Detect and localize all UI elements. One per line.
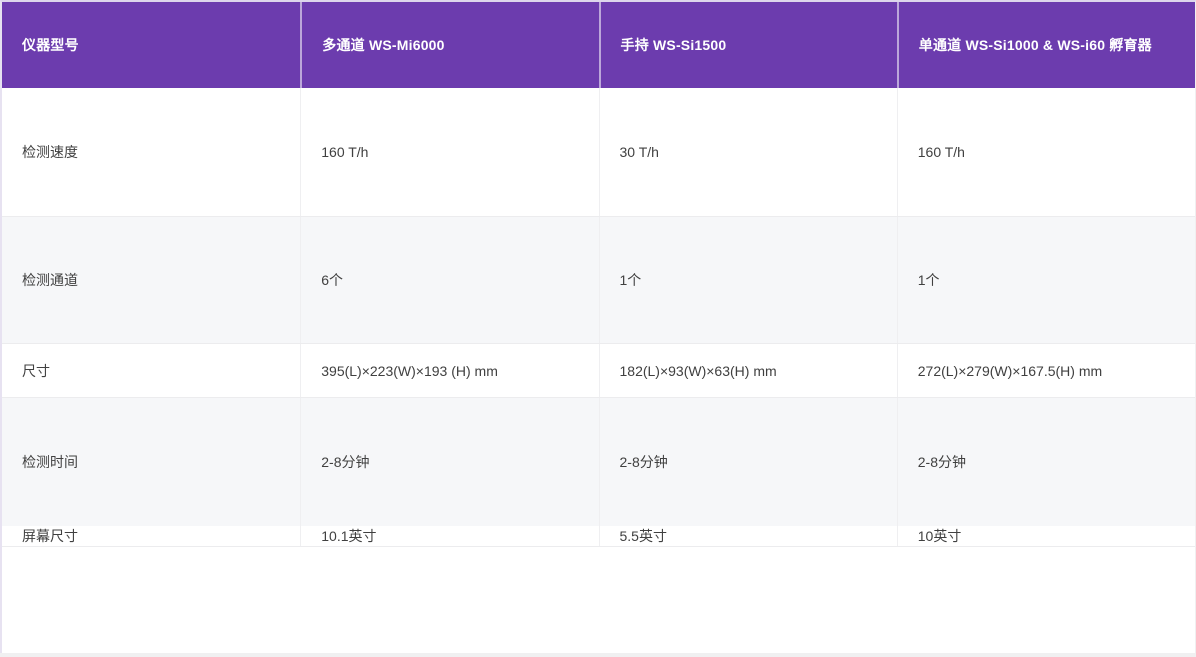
- row-label: 检测速度: [22, 144, 78, 160]
- cell-value: 1个: [598, 217, 897, 343]
- cell-value: 30 T/h: [598, 88, 897, 216]
- row-label: 检测时间: [22, 454, 78, 470]
- cell-value: 182(L)×93(W)×63(H) mm: [598, 344, 897, 397]
- header-cell-ws-si1000: 单通道 WS-Si1000 & WS-i60 孵育器: [896, 2, 1195, 88]
- cell-value: 272(L)×279(W)×167.5(H) mm: [896, 344, 1195, 397]
- table-row-detection-channels: 检测通道 6个 1个 1个: [2, 217, 1195, 344]
- cell-value: 6个: [300, 217, 598, 343]
- cell-value: 395(L)×223(W)×193 (H) mm: [300, 344, 598, 397]
- row-label: 检测通道: [22, 272, 78, 288]
- cell-value: 10.1英寸: [300, 526, 598, 546]
- table-row-dimensions: 尺寸 395(L)×223(W)×193 (H) mm 182(L)×93(W)…: [2, 344, 1195, 398]
- table-row-screen-size: 屏幕尺寸 10.1英寸 5.5英寸 10英寸: [2, 526, 1195, 547]
- cell-value: 2-8分钟: [896, 398, 1195, 526]
- row-label: 屏幕尺寸: [22, 528, 78, 544]
- cell-value: 10英寸: [896, 526, 1195, 546]
- cell-value: 1个: [896, 217, 1195, 343]
- table-header-row: 仪器型号 多通道 WS-Mi6000 手持 WS-Si1500 单通道 WS-S…: [2, 2, 1195, 88]
- header-cell-ws-mi6000: 多通道 WS-Mi6000: [300, 2, 598, 88]
- cell-value: 2-8分钟: [300, 398, 598, 526]
- header-cell-instrument-model: 仪器型号: [22, 37, 79, 53]
- row-label: 尺寸: [22, 362, 50, 379]
- table-row-detection-speed: 检测速度 160 T/h 30 T/h 160 T/h: [2, 88, 1195, 217]
- cell-value: 160 T/h: [896, 88, 1195, 216]
- header-cell-ws-si1500: 手持 WS-Si1500: [598, 2, 897, 88]
- cell-value: 160 T/h: [300, 88, 598, 216]
- cell-value: 2-8分钟: [598, 398, 897, 526]
- table-row-detection-time: 检测时间 2-8分钟 2-8分钟 2-8分钟: [2, 398, 1195, 526]
- cell-value: 5.5英寸: [598, 526, 897, 546]
